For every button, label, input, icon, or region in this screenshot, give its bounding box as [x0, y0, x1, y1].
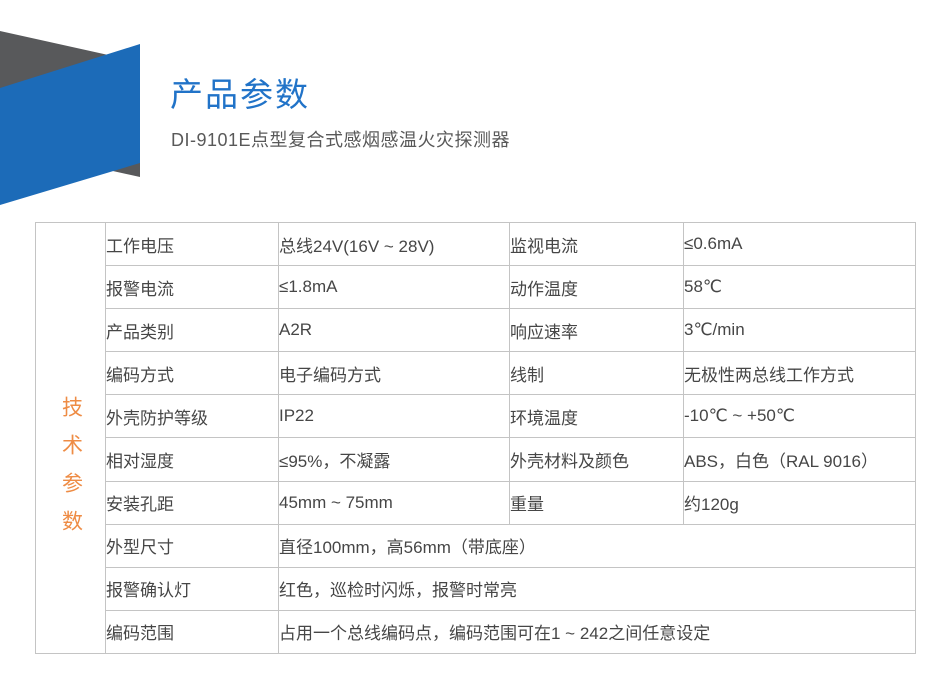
table-row: 外型尺寸 直径100mm，高56mm（带底座） [36, 523, 916, 568]
param-label: 响应速率 [509, 308, 684, 353]
param-value: 占用一个总线编码点，编码范围可在1 ~ 242之间任意设定 [278, 609, 916, 655]
table-row: 外壳防护等级 IP22 环境温度 -10℃ ~ +50℃ [36, 394, 916, 439]
param-value: ≤95%，不凝露 [278, 437, 510, 482]
param-label: 编码范围 [105, 609, 279, 655]
param-value: ≤1.8mA [278, 265, 510, 310]
param-value: 电子编码方式 [278, 351, 510, 396]
table-row: 技术参数 工作电压 总线24V(16V ~ 28V) 监视电流 ≤0.6mA [35, 221, 916, 654]
param-value: A2R [278, 308, 510, 353]
side-label: 技术参数 [59, 395, 83, 548]
table-row: 编码方式 电子编码方式 线制 无极性两总线工作方式 [36, 351, 916, 396]
param-value: 红色，巡检时闪烁，报警时常亮 [278, 566, 916, 611]
param-value: 总线24V(16V ~ 28V) [278, 221, 510, 267]
param-label: 外型尺寸 [105, 523, 279, 568]
param-label: 动作温度 [509, 265, 684, 310]
param-value: ≤0.6mA [683, 221, 916, 267]
param-value: -10℃ ~ +50℃ [683, 394, 916, 439]
param-label: 环境温度 [509, 394, 684, 439]
deco-blue-parallelogram [0, 44, 140, 205]
header-decoration [0, 31, 140, 205]
param-label: 监视电流 [509, 221, 684, 267]
param-label: 安装孔距 [105, 480, 279, 525]
product-subtitle: DI-9101E点型复合式感烟感温火灾探测器 [171, 130, 511, 150]
param-label: 工作电压 [105, 221, 279, 267]
param-value: ABS，白色（RAL 9016） [683, 437, 916, 482]
table-row: 产品类别 A2R 响应速率 3℃/min [36, 308, 916, 353]
param-value: IP22 [278, 394, 510, 439]
table-row: 报警确认灯 红色，巡检时闪烁，报警时常亮 [36, 566, 916, 611]
param-label: 相对湿度 [105, 437, 279, 482]
param-label: 外壳材料及颜色 [509, 437, 684, 482]
param-label: 报警确认灯 [105, 566, 279, 611]
table-row: 报警电流 ≤1.8mA 动作温度 58℃ [36, 265, 916, 310]
table-row: 相对湿度 ≤95%，不凝露 外壳材料及颜色 ABS，白色（RAL 9016） [36, 437, 916, 482]
page-title: 产品参数 [170, 76, 310, 113]
param-value: 3℃/min [683, 308, 916, 353]
param-value: 58℃ [683, 265, 916, 310]
param-value: 无极性两总线工作方式 [683, 351, 916, 396]
param-value: 45mm ~ 75mm [278, 480, 510, 525]
param-label: 线制 [509, 351, 684, 396]
param-value: 直径100mm，高56mm（带底座） [278, 523, 916, 568]
table-row: 安装孔距 45mm ~ 75mm 重量 约120g [36, 480, 916, 525]
table-row: 编码范围 占用一个总线编码点，编码范围可在1 ~ 242之间任意设定 [36, 609, 916, 655]
spec-table: 技术参数 工作电压 总线24V(16V ~ 28V) 监视电流 ≤0.6mA 报… [35, 221, 916, 655]
param-label: 重量 [509, 480, 684, 525]
param-label: 编码方式 [105, 351, 279, 396]
param-label: 产品类别 [105, 308, 279, 353]
side-label-cell: 技术参数 [35, 222, 106, 654]
param-label: 报警电流 [105, 265, 279, 310]
param-label: 外壳防护等级 [105, 394, 279, 439]
param-value: 约120g [683, 480, 916, 525]
